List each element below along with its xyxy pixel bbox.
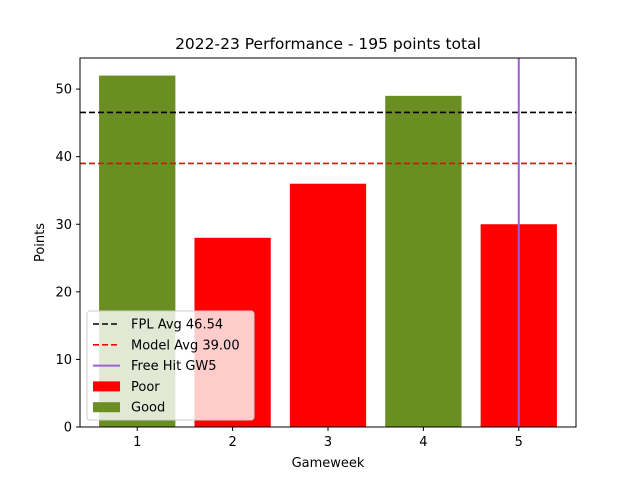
- legend-label: Poor: [131, 380, 160, 395]
- x-axis-label: Gameweek: [292, 456, 365, 471]
- chart-title: 2022-23 Performance - 195 points total: [175, 35, 481, 53]
- legend: FPL Avg 46.54 Model Avg 39.00 Free Hit GW5…: [86, 310, 255, 421]
- x-tick-label: 1: [133, 435, 141, 450]
- legend-label: FPL Avg 46.54: [131, 318, 223, 333]
- legend-swatch-poor: [93, 381, 120, 392]
- y-axis-label: Points: [33, 223, 48, 262]
- bar-gw3: [289, 183, 367, 427]
- x-tick-label: 3: [324, 435, 332, 450]
- bar-gw4: [385, 95, 462, 427]
- y-tick-label: 10: [55, 353, 72, 368]
- legend-label: Free Hit GW5: [131, 359, 217, 374]
- y-tick-label: 0: [64, 421, 72, 436]
- x-tick-label: 2: [228, 435, 236, 450]
- bars: [99, 75, 557, 428]
- y-tick-label: 50: [55, 83, 72, 98]
- y-tick-label: 40: [55, 150, 72, 165]
- legend-label: Good: [131, 401, 165, 416]
- legend-box: [86, 310, 255, 421]
- legend-swatch-good: [93, 402, 120, 413]
- x-tick-label: 5: [515, 435, 523, 450]
- y-tick-label: 30: [55, 218, 72, 233]
- legend-label: Model Avg 39.00: [131, 338, 240, 353]
- x-tick-label: 4: [419, 435, 427, 450]
- reference-lines: [80, 58, 576, 427]
- y-tick-label: 20: [55, 285, 72, 300]
